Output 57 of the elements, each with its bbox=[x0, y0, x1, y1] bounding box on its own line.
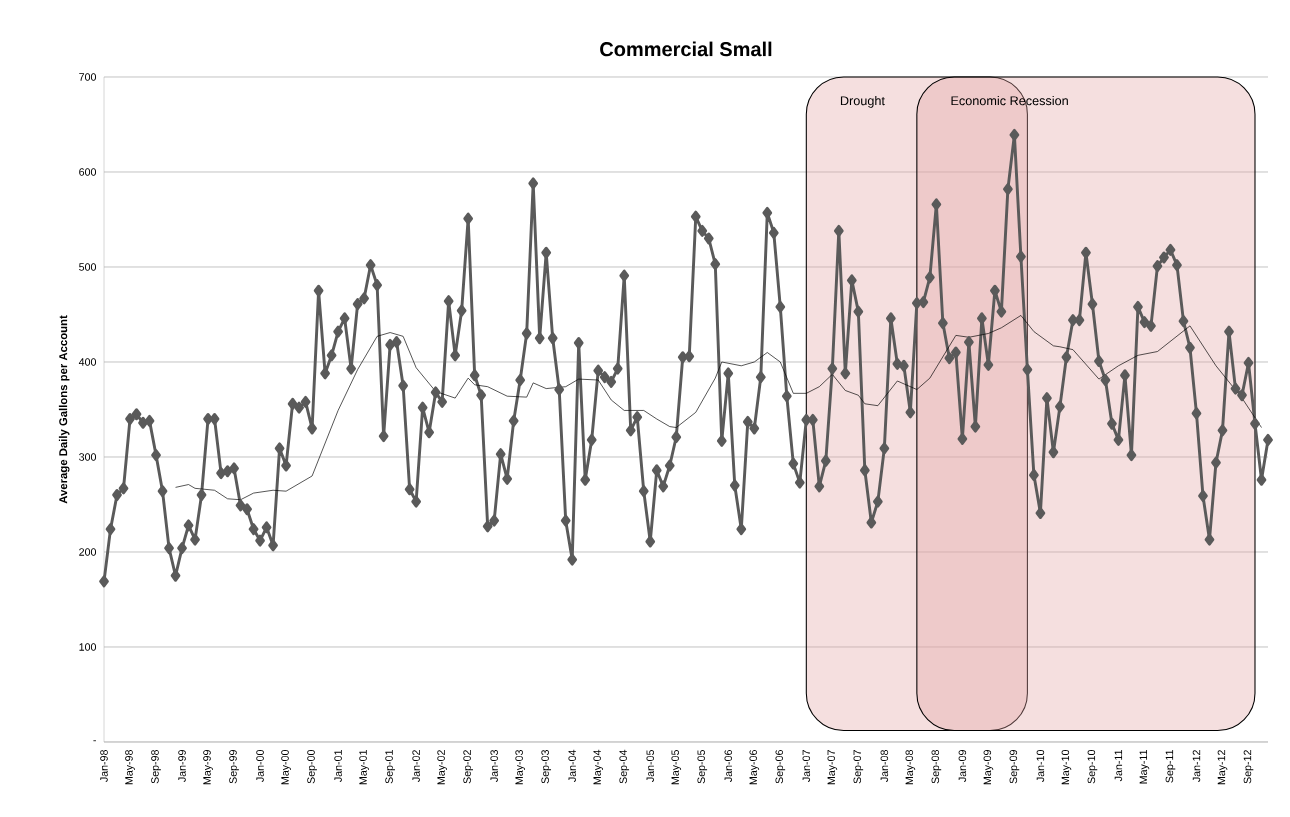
x-tick-label: May-01 bbox=[359, 750, 369, 785]
y-tick-label: 300 bbox=[79, 453, 97, 461]
y-tick-label: 500 bbox=[79, 263, 97, 271]
x-tick-label: Sep-05 bbox=[697, 750, 708, 784]
y-tick-label: 700 bbox=[79, 73, 97, 81]
x-tick-label: Sep-10 bbox=[1087, 749, 1098, 784]
x-tick-label: Sep-04 bbox=[619, 749, 630, 784]
x-tick-label: Jan-98 bbox=[100, 750, 108, 782]
x-tick-label: May-02 bbox=[437, 750, 447, 785]
x-tick-label: May-00 bbox=[281, 749, 291, 785]
x-tick-label: May-10 bbox=[1061, 749, 1072, 785]
x-tick-label: May-03 bbox=[515, 750, 526, 785]
x-tick-label: Sep-98 bbox=[151, 750, 161, 784]
x-tick-label: Jan-04 bbox=[568, 749, 576, 782]
x-tick-label: Sep-00 bbox=[307, 749, 317, 784]
x-tick-label: Jan-12 bbox=[1192, 750, 1201, 782]
x-tick-label: Sep-06 bbox=[775, 750, 786, 784]
x-tick-label: Jan-10 bbox=[1036, 749, 1045, 782]
x-tick-label: Jan-02 bbox=[412, 750, 420, 782]
x-tick-label: May-08 bbox=[905, 750, 916, 785]
x-tick-label: Jan-09 bbox=[958, 750, 967, 782]
x-tick-label: May-11 bbox=[1139, 750, 1150, 784]
y-axis-title: Average Daily Gallons per Account bbox=[58, 315, 70, 504]
chart-title: Commercial Small bbox=[600, 41, 772, 57]
x-tick-label: Jan-05 bbox=[646, 750, 655, 782]
x-tick-label: Jan-06 bbox=[724, 750, 733, 782]
x-tick-label: Jan-07 bbox=[802, 750, 811, 782]
x-tick-label: May-99 bbox=[203, 750, 213, 785]
x-tick-label: May-05 bbox=[671, 750, 682, 785]
x-tick-label: Jan-11 bbox=[1114, 750, 1123, 782]
x-tick-label: Sep-11 bbox=[1165, 750, 1176, 783]
x-tick-label: May-12 bbox=[1217, 750, 1228, 785]
x-tick-label: Jan-00 bbox=[256, 749, 264, 782]
y-tick-label: - bbox=[93, 740, 96, 742]
y-tick-label: 600 bbox=[79, 168, 97, 176]
x-tick-label: Sep-08 bbox=[931, 750, 942, 784]
x-tick-label: May-04 bbox=[593, 749, 604, 785]
y-tick-label: 100 bbox=[79, 643, 97, 651]
x-tick-label: May-98 bbox=[125, 750, 135, 785]
x-tick-label: Sep-02 bbox=[463, 750, 473, 784]
x-tick-label: Jan-08 bbox=[880, 750, 889, 782]
x-tick-label: Jan-03 bbox=[490, 750, 498, 782]
y-tick-label: 200 bbox=[79, 548, 97, 556]
band-label: Drought bbox=[840, 95, 885, 108]
x-tick-label: Sep-01 bbox=[385, 750, 395, 784]
x-tick-label: Jan-99 bbox=[178, 750, 186, 782]
x-tick-label: Sep-99 bbox=[229, 750, 239, 784]
x-tick-label: May-06 bbox=[749, 750, 760, 785]
x-tick-label: Jan-01 bbox=[334, 750, 342, 782]
x-tick-label: Sep-03 bbox=[541, 750, 552, 784]
x-tick-label: May-09 bbox=[983, 750, 994, 785]
x-tick-label: Sep-07 bbox=[853, 750, 864, 784]
x-tick-label: Sep-09 bbox=[1009, 750, 1020, 784]
band-label: Economic Recession bbox=[951, 95, 1068, 106]
x-tick-label: May-07 bbox=[827, 750, 838, 785]
y-tick-label: 400 bbox=[78, 358, 97, 366]
x-tick-label: Sep-12 bbox=[1243, 750, 1254, 784]
